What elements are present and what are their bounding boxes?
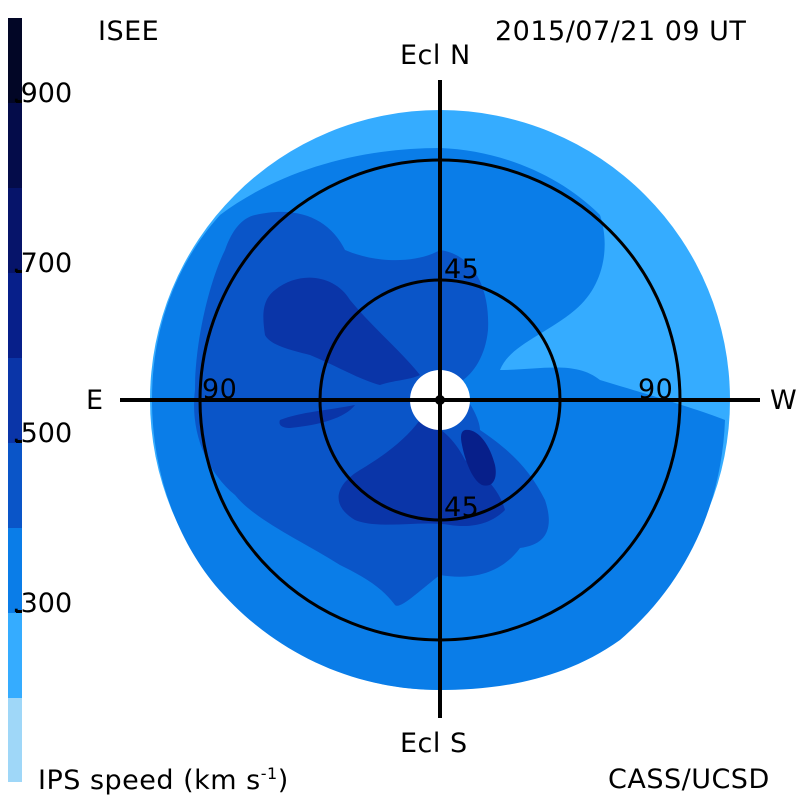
colorbar-label-300: .300 xyxy=(12,588,73,619)
sun-center-dot xyxy=(435,395,445,405)
ring-label-90-east: 90 xyxy=(202,374,238,405)
map-region-very-high-speed xyxy=(461,429,496,486)
colorbar-band-mid xyxy=(8,358,22,443)
credit-label: CASS/UCSD xyxy=(608,764,770,795)
ring-label-45-south: 45 xyxy=(444,492,480,523)
colorbar-band-700 xyxy=(8,188,22,273)
direction-north-label: Ecl N xyxy=(400,40,471,71)
legend-title: IPS speed (km s-1) xyxy=(38,764,289,796)
direction-south-label: Ecl S xyxy=(400,728,468,759)
colorbar-label-900: .900 xyxy=(12,78,73,109)
colorbar-label-500: .500 xyxy=(12,418,73,449)
legend-title-exponent: -1 xyxy=(260,764,278,783)
colorbar-band-200 xyxy=(8,613,22,698)
map-region-high-speed-streak xyxy=(279,405,355,428)
ring-label-45-north: 45 xyxy=(444,254,480,285)
colorbar-band-low-mid xyxy=(8,443,22,528)
colorbar-band-darkest xyxy=(8,18,22,103)
legend-title-base: IPS speed (km s xyxy=(38,765,261,796)
direction-west-label: W xyxy=(770,385,798,416)
colorbar-tick-300 xyxy=(16,610,22,613)
colorbar-tick-700 xyxy=(16,270,22,273)
colorbar-label-700: .700 xyxy=(12,248,73,279)
colorbar-band-300 xyxy=(8,528,22,613)
colorbar-band-800 xyxy=(8,103,22,188)
org-label: ISEE xyxy=(98,16,160,47)
ring-label-90-west: 90 xyxy=(638,374,674,405)
colorbar-bands xyxy=(8,18,22,782)
colorbar-band-lowest xyxy=(8,698,22,782)
colorbar-band-600 xyxy=(8,273,22,358)
legend-title-end: ) xyxy=(277,765,289,796)
colorbar-tick-500 xyxy=(16,440,22,443)
timestamp-label: 2015/07/21 09 UT xyxy=(495,16,747,47)
map-region-high-speed-sw xyxy=(338,420,505,527)
direction-east-label: E xyxy=(86,385,104,416)
colorbar-tick-900 xyxy=(16,100,22,103)
